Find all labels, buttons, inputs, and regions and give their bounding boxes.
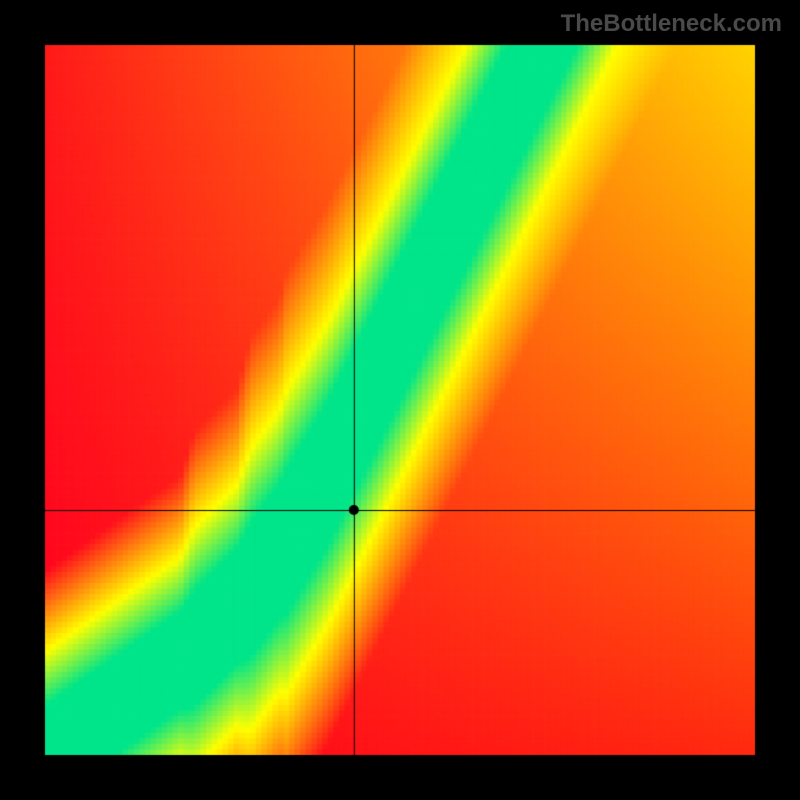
watermark-text: TheBottleneck.com — [561, 10, 782, 38]
heatmap-plot — [0, 0, 800, 800]
